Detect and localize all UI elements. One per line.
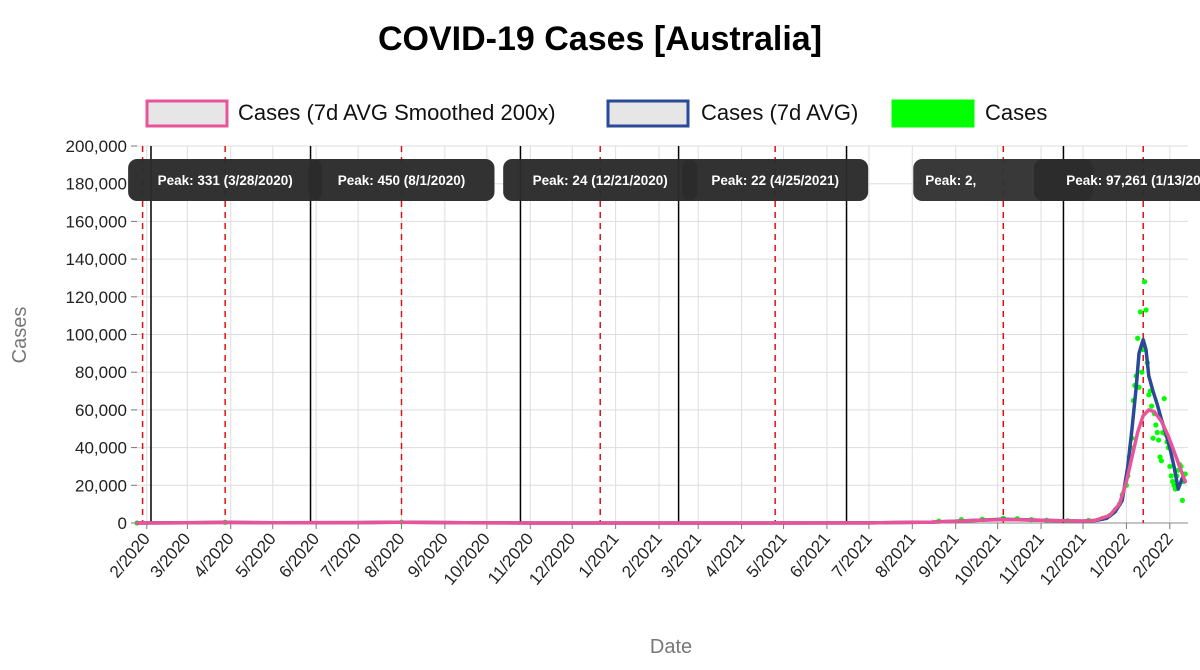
legend-item-2[interactable]: Cases (7d AVG) bbox=[606, 99, 858, 128]
peak-annotation-text: Peak: 331 (3/28/2020) bbox=[158, 173, 293, 188]
legend-item-1[interactable]: Cases (7d AVG Smoothed 200x) bbox=[145, 99, 556, 128]
x-tick-label: 6/2020 bbox=[275, 529, 323, 581]
x-tick-label: 8/2020 bbox=[361, 529, 409, 581]
legend-item-3[interactable]: Cases bbox=[891, 99, 1047, 128]
cases-point bbox=[1167, 463, 1173, 470]
cases-point bbox=[1149, 403, 1155, 409]
legend-swatch bbox=[891, 99, 975, 128]
y-axis-title: Cases bbox=[9, 307, 31, 364]
event-lines bbox=[141, 146, 1144, 523]
legend-label: Cases (7d AVG) bbox=[701, 100, 858, 125]
y-tick-label: 120,000 bbox=[66, 288, 127, 307]
y-tick-label: 160,000 bbox=[66, 212, 127, 231]
peak-annotation-text: Peak: 2, bbox=[925, 173, 976, 188]
cases-point bbox=[1156, 437, 1162, 443]
cases-point bbox=[1153, 422, 1159, 428]
peak-annotation-text: Peak: 450 (8/1/2020) bbox=[338, 173, 466, 188]
x-tick-label: 4/2021 bbox=[701, 529, 749, 581]
cases-point bbox=[1139, 369, 1145, 375]
peak-annotation-box bbox=[128, 159, 323, 201]
cases-point bbox=[1142, 279, 1148, 285]
peak-annotation-text: Peak: 97,261 (1/13/2022) bbox=[1066, 173, 1200, 188]
x-tick-label: 6/2021 bbox=[786, 529, 834, 581]
x-tick-label: 2/2020 bbox=[106, 529, 154, 581]
y-tick-label: 200,000 bbox=[66, 137, 127, 156]
x-tick-label: 2/2022 bbox=[1129, 529, 1177, 581]
x-tick-label: 7/2021 bbox=[828, 529, 876, 581]
peak-annotation-text: Peak: 24 (12/21/2020) bbox=[533, 173, 668, 188]
peak-annotations: Peak: 331 (3/28/2020) Peak: 450 (8/1/2020… bbox=[128, 159, 1200, 201]
x-axis: 2/20203/20204/20205/20206/20207/20208/20… bbox=[106, 522, 1188, 589]
cases-point bbox=[1137, 309, 1144, 315]
series-smoothed-line bbox=[135, 408, 1187, 525]
peak-annotation: Peak: 22 (4/25/2021) bbox=[682, 159, 869, 201]
peak-annotation: Peak: 331 (3/28/2020) bbox=[128, 159, 323, 201]
y-axis: 0 20,000 40,000 60,000 80,000 100,000 120,000 1… bbox=[66, 137, 137, 533]
peak-annotation-box bbox=[503, 159, 698, 201]
y-tick-label: 80,000 bbox=[75, 363, 127, 382]
cases-point bbox=[1161, 395, 1167, 402]
cases-point bbox=[1179, 497, 1186, 503]
y-tick-label: 20,000 bbox=[75, 476, 127, 495]
cases-point bbox=[1168, 473, 1174, 479]
y-tick-label: 40,000 bbox=[75, 439, 127, 458]
y-tick-label: 180,000 bbox=[66, 175, 127, 194]
peak-annotation-box bbox=[682, 159, 869, 201]
plot-area bbox=[134, 279, 1188, 526]
gridlines bbox=[137, 145, 1188, 524]
cases-point bbox=[1154, 429, 1160, 436]
legend-label: Cases (7d AVG Smoothed 200x) bbox=[238, 100, 556, 125]
legend-swatch bbox=[145, 99, 229, 128]
y-tick-label: 100,000 bbox=[66, 326, 127, 345]
x-tick-label: 2/2021 bbox=[618, 529, 666, 581]
legend[interactable]: Cases (7d AVG Smoothed 200x) Cases (7d AV… bbox=[145, 99, 1047, 128]
peak-annotation-box bbox=[308, 159, 495, 201]
peak-annotation: Peak: 24 (12/21/2020) bbox=[503, 159, 698, 201]
series-7d-avg-line bbox=[135, 337, 1187, 525]
peak-annotation-box bbox=[1034, 159, 1200, 201]
y-tick-label: 60,000 bbox=[75, 401, 127, 420]
x-tick-label: 5/2021 bbox=[743, 529, 791, 581]
x-tick-label: 1/2022 bbox=[1086, 529, 1134, 581]
cases-point bbox=[1150, 435, 1156, 441]
peak-annotation-text: Peak: 22 (4/25/2021) bbox=[711, 173, 839, 188]
x-tick-label: 4/2020 bbox=[190, 529, 238, 581]
cases-point bbox=[1143, 307, 1149, 313]
peak-annotation: Peak: 450 (8/1/2020) bbox=[308, 159, 495, 201]
x-tick-label: 3/2021 bbox=[657, 529, 705, 581]
cases-point bbox=[1158, 458, 1165, 464]
cases-point bbox=[1135, 335, 1141, 341]
peak-annotation: Peak: 97,261 (1/13/2022) bbox=[1034, 159, 1200, 201]
y-tick-label: 0 bbox=[118, 514, 127, 533]
x-tick-label: 5/2020 bbox=[232, 529, 280, 581]
x-tick-label: 1/2021 bbox=[575, 529, 623, 581]
y-tick-label: 140,000 bbox=[66, 250, 127, 269]
series-cases-points bbox=[134, 279, 1188, 526]
x-axis-title: Date bbox=[650, 636, 692, 658]
x-tick-label: 3/2020 bbox=[146, 529, 194, 581]
x-tick-label: 8/2021 bbox=[871, 529, 919, 581]
chart-title: COVID-19 Cases [Australia] bbox=[378, 20, 822, 58]
x-tick-label: 7/2020 bbox=[317, 529, 365, 581]
legend-label: Cases bbox=[985, 100, 1047, 125]
legend-swatch bbox=[606, 99, 690, 128]
